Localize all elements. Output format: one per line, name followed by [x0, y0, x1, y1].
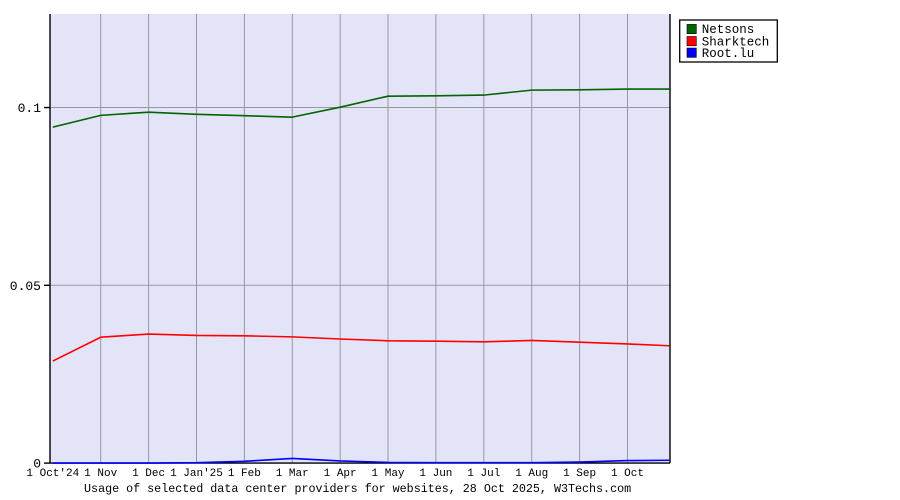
svg-text:1 Sep: 1 Sep	[563, 468, 596, 480]
svg-text:1 Feb: 1 Feb	[228, 468, 261, 480]
svg-text:1 Mar: 1 Mar	[276, 468, 309, 480]
svg-text:0.1: 0.1	[18, 101, 42, 116]
svg-text:1 Oct: 1 Oct	[611, 468, 644, 480]
svg-text:1 Apr: 1 Apr	[324, 468, 357, 480]
svg-text:0.05: 0.05	[10, 279, 41, 294]
svg-text:Usage of selected data center: Usage of selected data center providers …	[84, 482, 631, 496]
svg-text:Root.lu: Root.lu	[702, 47, 755, 61]
svg-text:1 Aug: 1 Aug	[515, 468, 548, 480]
svg-text:1 Nov: 1 Nov	[84, 468, 117, 480]
svg-text:1 Jul: 1 Jul	[467, 468, 500, 480]
svg-text:1 May: 1 May	[372, 468, 405, 480]
svg-text:1 Oct'24: 1 Oct'24	[26, 468, 79, 480]
svg-text:1 Dec: 1 Dec	[132, 468, 165, 480]
svg-text:1 Jun: 1 Jun	[419, 468, 452, 480]
svg-text:1 Jan'25: 1 Jan'25	[170, 468, 223, 480]
